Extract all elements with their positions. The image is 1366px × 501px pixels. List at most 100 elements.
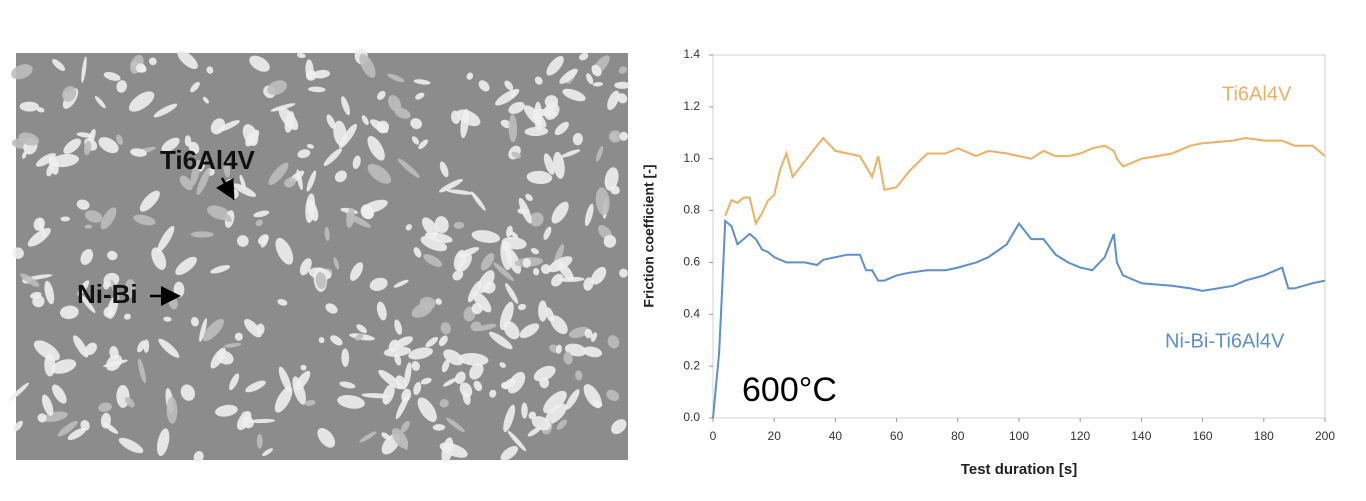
texture [591,266,607,285]
texture [148,57,157,66]
texture [524,126,549,137]
texture [352,155,361,170]
texture [439,178,463,193]
series-label: Ti6Al4V [1222,83,1292,105]
texture [135,63,146,73]
texture [318,337,325,344]
texture [229,373,240,391]
texture [278,366,292,393]
texture [595,187,610,216]
texture [376,301,387,321]
texture [57,420,78,437]
texture [377,90,386,100]
texture [558,276,585,282]
texture [466,72,474,80]
texture [397,158,420,178]
texture [128,91,155,112]
texture [349,218,355,225]
texture [166,396,178,424]
texture [339,123,357,149]
texture [32,295,45,308]
texture [388,339,400,352]
texture [376,120,390,134]
texture [124,279,136,299]
texture [420,377,432,385]
texture [161,137,180,153]
texture [153,103,178,118]
texture [156,428,170,456]
texture [116,134,123,145]
texture [591,64,602,77]
texture [530,248,539,255]
texture [543,390,567,414]
texture [489,389,497,398]
texture [458,353,489,366]
texture [67,427,86,441]
texture [223,159,231,178]
texture [603,234,617,248]
texture [73,335,89,358]
texture [471,230,500,243]
texture [533,365,556,382]
texture [470,191,486,211]
texture [11,64,33,80]
texture [500,445,519,461]
texture [323,148,343,167]
texture [533,268,540,276]
texture [394,353,402,366]
texture [488,331,513,350]
texture [84,210,103,223]
texture [62,86,77,102]
texture [300,364,307,371]
y-tick-label: 0.0 [683,410,700,424]
texture [435,298,442,305]
texture [83,140,92,156]
texture [349,262,364,281]
texture [8,382,30,401]
texture [469,363,484,380]
texture [421,217,439,238]
texture [41,394,54,416]
texture [439,161,449,178]
x-tick-label: 20 [768,429,782,443]
y-tick-label: 0.8 [683,203,700,217]
texture [237,235,249,247]
texture [521,402,528,419]
texture [118,437,144,454]
texture [410,118,423,130]
texture [157,225,175,252]
texture [415,92,425,100]
texture [592,82,604,87]
texture [534,76,543,85]
texture [608,130,622,143]
texture [619,268,628,278]
texture [501,241,511,252]
texture [572,132,583,146]
texture [395,336,413,348]
series-label: Ni-Bi-Ti6Al4V [1165,330,1285,352]
texture [193,451,204,463]
texture [63,138,82,154]
texture [439,399,449,408]
texture [27,228,51,247]
texture [107,296,119,319]
x-axis-label: Test duration [s] [961,461,1077,478]
texture [413,382,422,396]
texture [179,175,193,191]
texture [538,300,548,322]
texture [411,136,420,145]
texture [305,69,317,81]
texture [98,137,119,154]
texture [503,404,516,433]
texture [76,199,90,210]
texture [401,388,412,403]
texture [13,420,23,432]
texture [356,324,367,334]
texture [359,53,376,78]
texture [133,214,156,226]
texture [378,369,403,390]
texture [210,264,231,274]
texture [242,416,254,429]
texture [306,170,317,192]
texture [529,212,544,227]
